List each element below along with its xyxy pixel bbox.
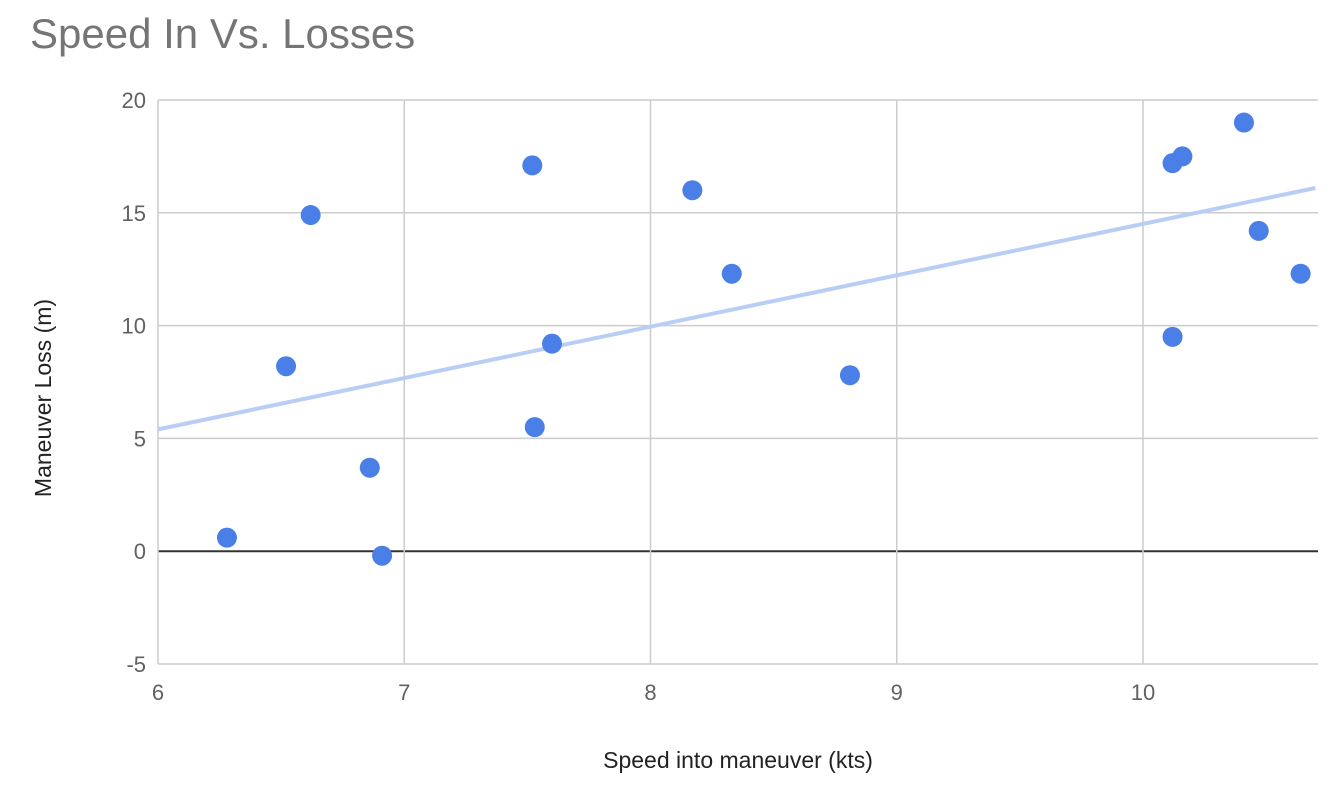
y-tick-label: -5 (126, 652, 146, 677)
trendline-layer (157, 186, 1316, 432)
y-tick-label: 10 (122, 314, 146, 339)
trendline (157, 186, 1316, 432)
data-point (1233, 112, 1254, 133)
data-point (542, 333, 562, 354)
x-tick-label: 10 (1131, 680, 1155, 705)
data-point (1290, 263, 1311, 284)
data-point (300, 205, 321, 226)
data-point (372, 545, 393, 566)
tick-labels: 20 15 10 5 0 -56 7 8 9 10 (122, 88, 1156, 705)
data-point (1248, 220, 1269, 241)
y-tick-label: 0 (134, 539, 146, 564)
chart-title: Speed In Vs. Losses (30, 10, 415, 57)
data-point (216, 527, 237, 548)
data-point (1172, 146, 1193, 167)
y-tick-label: 20 (122, 88, 146, 113)
data-point (721, 263, 742, 284)
x-tick-label: 8 (644, 680, 656, 705)
data-point (1162, 326, 1183, 347)
y-tick-label: 15 (122, 201, 146, 226)
y-axis-label: Maneuver Loss (m) (30, 299, 56, 497)
y-tick-label: 5 (134, 426, 146, 451)
x-tick-label: 6 (152, 680, 164, 705)
x-tick-label: 7 (398, 680, 410, 705)
grid-lines (157, 99, 1318, 665)
data-point (276, 356, 297, 377)
data-point (524, 417, 545, 438)
x-tick-label: 9 (891, 680, 903, 705)
data-point (839, 365, 860, 386)
data-points (216, 112, 1311, 566)
data-point (522, 155, 543, 176)
data-point (682, 180, 703, 201)
x-axis-label: Speed into maneuver (kts) (603, 747, 873, 773)
data-point (359, 457, 380, 478)
